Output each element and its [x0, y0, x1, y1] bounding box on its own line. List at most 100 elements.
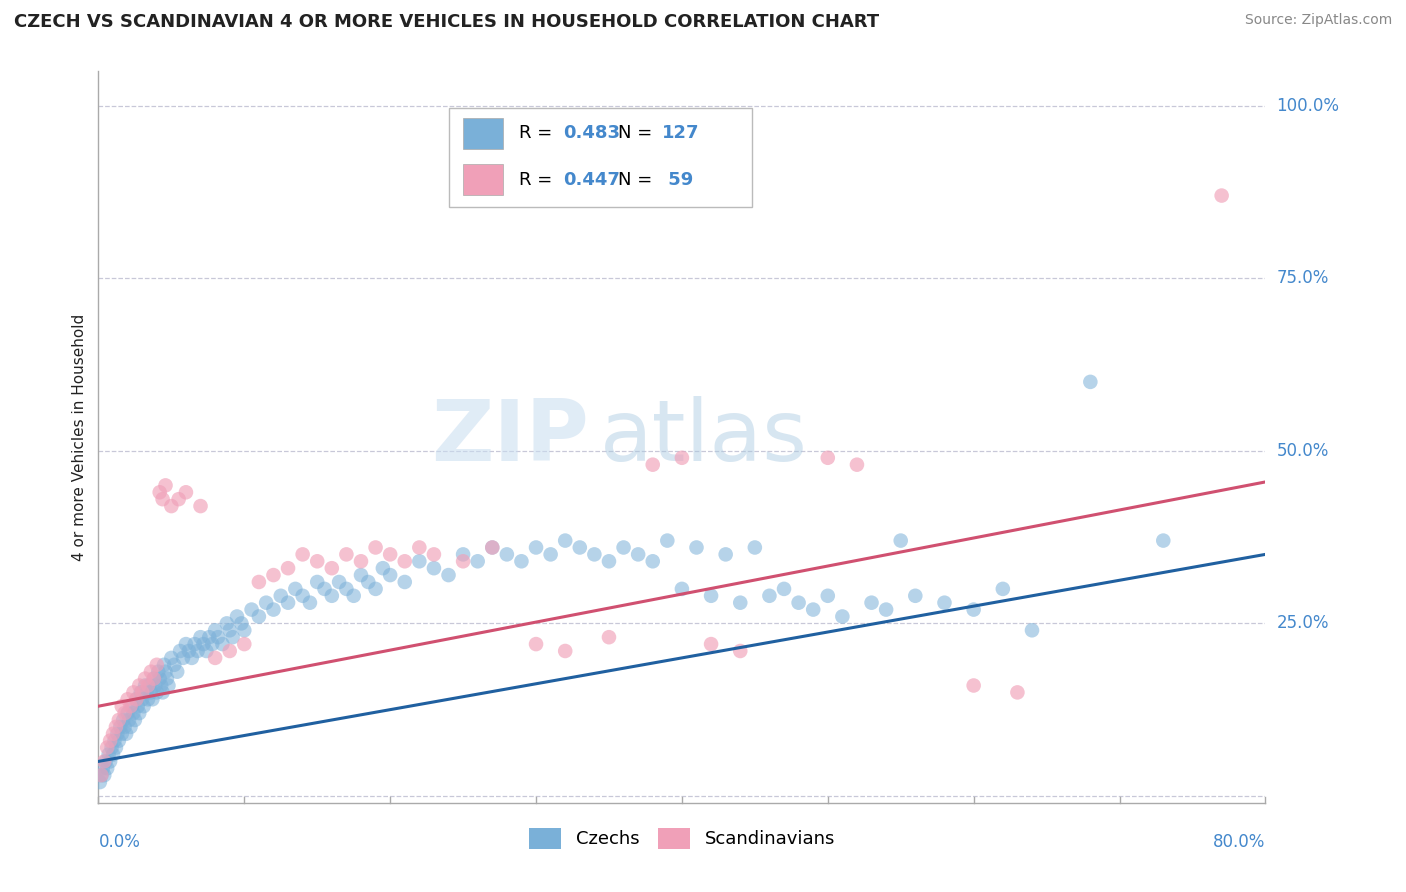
Point — [314, 582, 336, 596]
Text: R =: R = — [519, 170, 558, 189]
Point — [115, 727, 138, 741]
Point — [111, 727, 134, 741]
Point — [193, 637, 215, 651]
Point — [128, 706, 150, 720]
Point — [890, 533, 912, 548]
Point — [524, 637, 547, 651]
Point — [321, 589, 343, 603]
Point — [183, 637, 205, 651]
FancyBboxPatch shape — [463, 164, 503, 195]
Point — [321, 561, 343, 575]
Point — [291, 548, 314, 562]
Point — [174, 485, 197, 500]
Point — [127, 699, 149, 714]
Point — [174, 637, 197, 651]
Point — [172, 651, 194, 665]
Point — [554, 644, 576, 658]
Point — [187, 644, 209, 658]
Point — [364, 541, 387, 555]
Point — [270, 589, 292, 603]
Point — [104, 720, 127, 734]
Point — [90, 768, 112, 782]
Text: CZECH VS SCANDINAVIAN 4 OR MORE VEHICLES IN HOUSEHOLD CORRELATION CHART: CZECH VS SCANDINAVIAN 4 OR MORE VEHICLES… — [14, 13, 879, 31]
Point — [129, 685, 152, 699]
Point — [583, 548, 606, 562]
Point — [730, 596, 752, 610]
Point — [125, 692, 148, 706]
Point — [277, 561, 299, 575]
Point — [204, 651, 226, 665]
Point — [93, 768, 115, 782]
Point — [700, 637, 723, 651]
Point — [714, 548, 737, 562]
Point — [139, 665, 162, 679]
Point — [846, 458, 869, 472]
Point — [156, 672, 179, 686]
Text: 100.0%: 100.0% — [1277, 97, 1340, 115]
Point — [125, 692, 148, 706]
Point — [110, 720, 132, 734]
Point — [146, 657, 169, 672]
Point — [364, 582, 387, 596]
Point — [641, 458, 664, 472]
Point — [131, 692, 153, 706]
Point — [132, 699, 155, 714]
Point — [831, 609, 853, 624]
Point — [108, 733, 131, 747]
Point — [207, 630, 229, 644]
Point — [394, 574, 416, 589]
Point — [143, 678, 166, 692]
Point — [598, 554, 620, 568]
Point — [335, 548, 357, 562]
Point — [357, 574, 380, 589]
Point — [152, 492, 174, 507]
Point — [1211, 188, 1233, 202]
Point — [121, 699, 143, 714]
Point — [93, 755, 115, 769]
Text: 75.0%: 75.0% — [1277, 269, 1329, 287]
Text: 59: 59 — [662, 170, 693, 189]
Text: 0.483: 0.483 — [562, 124, 620, 143]
Point — [233, 637, 256, 651]
Point — [136, 692, 159, 706]
Point — [307, 574, 329, 589]
Point — [730, 644, 752, 658]
Point — [134, 672, 156, 686]
Point — [166, 665, 188, 679]
Point — [100, 740, 122, 755]
Point — [481, 541, 503, 555]
Point — [120, 699, 142, 714]
Point — [787, 596, 810, 610]
Point — [198, 630, 221, 644]
Point — [496, 548, 519, 562]
Point — [307, 554, 329, 568]
Point — [105, 727, 128, 741]
Point — [773, 582, 796, 596]
Point — [298, 596, 321, 610]
Point — [817, 589, 839, 603]
Point — [117, 706, 139, 720]
Text: 50.0%: 50.0% — [1277, 442, 1329, 460]
Point — [423, 561, 446, 575]
Legend: Czechs, Scandinavians: Czechs, Scandinavians — [522, 821, 842, 856]
Point — [118, 713, 141, 727]
Point — [167, 492, 190, 507]
Point — [423, 548, 446, 562]
Point — [934, 596, 956, 610]
Point — [451, 554, 474, 568]
Point — [221, 630, 243, 644]
Point — [408, 541, 430, 555]
Point — [350, 568, 373, 582]
Point — [103, 733, 125, 747]
Point — [700, 589, 723, 603]
Point — [568, 541, 591, 555]
Point — [904, 589, 927, 603]
Point — [122, 706, 145, 720]
Point — [201, 637, 224, 651]
Point — [335, 582, 357, 596]
Point — [139, 685, 162, 699]
Point — [801, 602, 824, 616]
Point — [111, 699, 134, 714]
Point — [524, 541, 547, 555]
Point — [343, 589, 366, 603]
